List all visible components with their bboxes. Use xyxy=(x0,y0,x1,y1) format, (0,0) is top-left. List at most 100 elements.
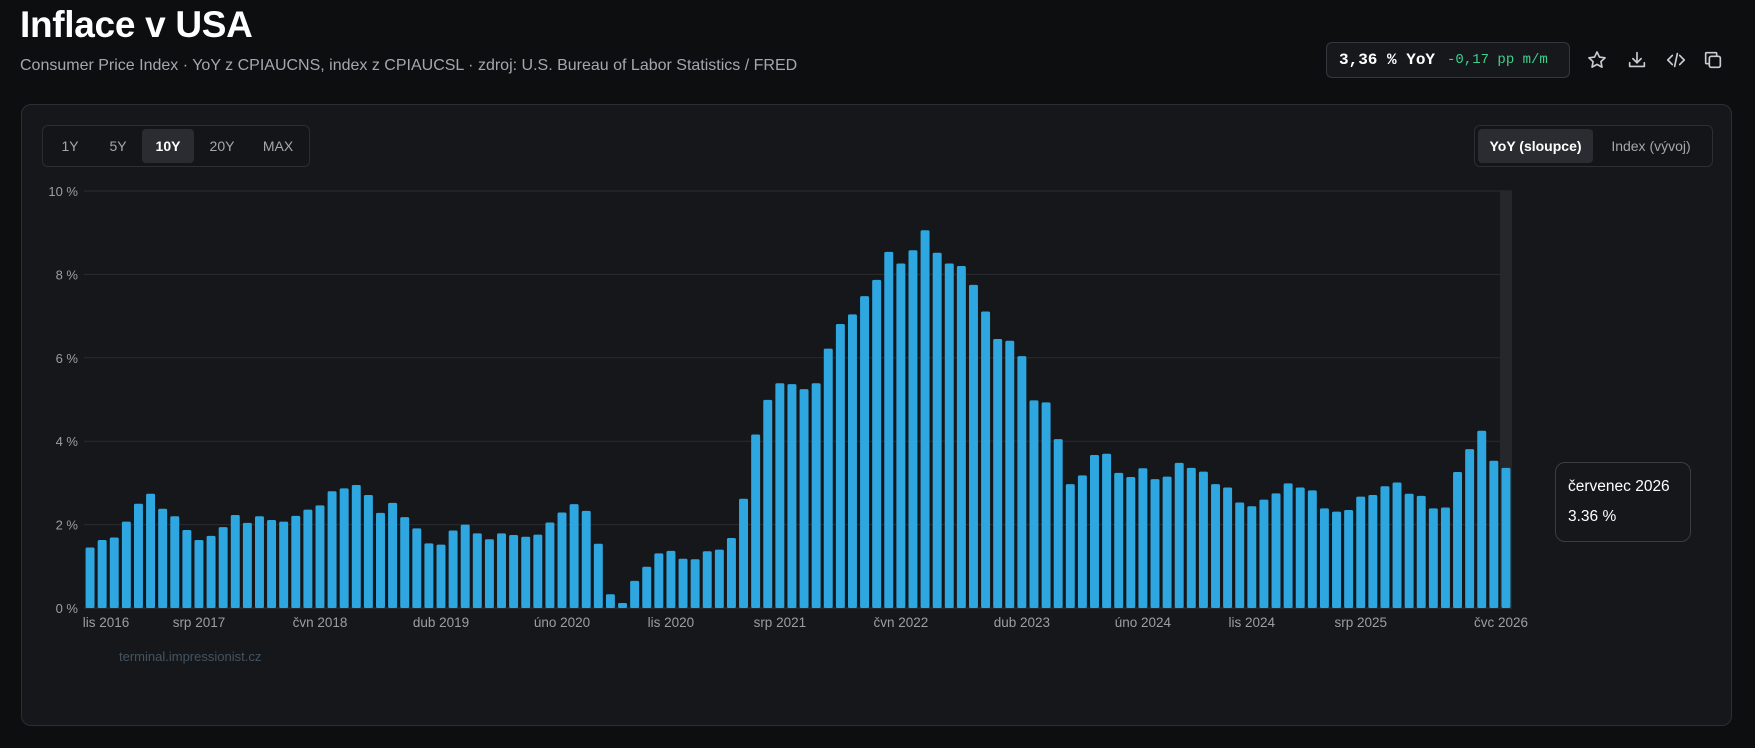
bar[interactable] xyxy=(400,517,410,608)
bar[interactable] xyxy=(424,543,434,608)
bar[interactable] xyxy=(763,399,773,608)
bar[interactable] xyxy=(666,550,676,608)
bar[interactable] xyxy=(1344,510,1354,608)
bar[interactable] xyxy=(1440,507,1450,608)
mode-index-button[interactable]: Index (vývoj) xyxy=(1611,138,1691,154)
bar[interactable] xyxy=(714,549,724,608)
range-20y-button[interactable]: 20Y xyxy=(209,138,235,154)
bar[interactable] xyxy=(1295,487,1305,608)
bar[interactable] xyxy=(1332,511,1342,608)
bar[interactable] xyxy=(1198,471,1208,608)
bar[interactable] xyxy=(1356,496,1366,608)
bar[interactable] xyxy=(956,266,966,608)
bar[interactable] xyxy=(1380,486,1390,608)
bar[interactable] xyxy=(85,547,95,608)
bar[interactable] xyxy=(97,540,107,608)
bar[interactable] xyxy=(1102,453,1112,608)
bar[interactable] xyxy=(872,279,882,608)
star-icon[interactable] xyxy=(1583,46,1611,74)
bar[interactable] xyxy=(484,539,494,608)
bar[interactable] xyxy=(254,516,264,608)
bar[interactable] xyxy=(146,493,156,608)
bar[interactable] xyxy=(847,314,857,608)
bar[interactable] xyxy=(1174,462,1184,608)
bar[interactable] xyxy=(932,252,942,608)
bar[interactable] xyxy=(230,515,240,608)
bar[interactable] xyxy=(1368,494,1378,608)
bar[interactable] xyxy=(1138,468,1148,608)
bar[interactable] xyxy=(811,383,821,608)
bar[interactable] xyxy=(702,551,712,608)
bar[interactable] xyxy=(509,535,519,608)
bar[interactable] xyxy=(448,530,458,608)
bar[interactable] xyxy=(1283,483,1293,608)
bar[interactable] xyxy=(678,558,688,608)
bar[interactable] xyxy=(618,602,628,608)
bar[interactable] xyxy=(605,594,615,608)
bar[interactable] xyxy=(1017,356,1027,608)
bar[interactable] xyxy=(303,509,313,608)
bar[interactable] xyxy=(267,520,277,608)
bar[interactable] xyxy=(436,544,446,608)
bar[interactable] xyxy=(242,522,252,608)
range-1y-button[interactable]: 1Y xyxy=(61,138,79,154)
bar[interactable] xyxy=(726,537,736,608)
bar[interactable] xyxy=(1053,439,1063,608)
bar[interactable] xyxy=(1489,460,1499,608)
bar[interactable] xyxy=(472,533,482,608)
range-10y-button[interactable]: 10Y xyxy=(142,129,194,163)
bar[interactable] xyxy=(182,530,192,608)
bar[interactable] xyxy=(775,383,785,608)
bar[interactable] xyxy=(460,524,470,608)
bar[interactable] xyxy=(581,510,591,608)
bar[interactable] xyxy=(920,230,930,608)
mode-yoy-button[interactable]: YoY (sloupce) xyxy=(1478,129,1593,163)
bar[interactable] xyxy=(630,580,640,608)
bar[interactable] xyxy=(569,504,579,608)
bar[interactable] xyxy=(133,503,143,608)
bar[interactable] xyxy=(533,534,543,608)
bar[interactable] xyxy=(1465,449,1475,608)
bar[interactable] xyxy=(376,512,385,608)
bar[interactable] xyxy=(363,494,373,608)
bar[interactable] xyxy=(1307,490,1317,608)
bar[interactable] xyxy=(1041,402,1051,608)
bar[interactable] xyxy=(412,528,422,608)
bar[interactable] xyxy=(1404,493,1414,608)
bar[interactable] xyxy=(739,498,749,608)
bar[interactable] xyxy=(1247,506,1257,608)
download-icon[interactable] xyxy=(1623,46,1651,74)
bar[interactable] xyxy=(1211,484,1220,608)
bar[interactable] xyxy=(1453,472,1463,608)
bar[interactable] xyxy=(1428,508,1438,608)
bar[interactable] xyxy=(557,512,567,608)
bar[interactable] xyxy=(1114,472,1124,608)
bar[interactable] xyxy=(497,533,506,608)
bar[interactable] xyxy=(690,559,700,608)
bar[interactable] xyxy=(884,251,894,608)
bar[interactable] xyxy=(158,508,168,608)
bar[interactable] xyxy=(109,537,119,608)
bar[interactable] xyxy=(908,250,918,609)
bar[interactable] xyxy=(1392,482,1402,608)
bar[interactable] xyxy=(1029,400,1039,608)
bar[interactable] xyxy=(751,434,761,608)
bar[interactable] xyxy=(799,389,809,608)
bar[interactable] xyxy=(1005,340,1015,608)
bar[interactable] xyxy=(1501,467,1511,608)
bar[interactable] xyxy=(1090,454,1099,608)
bar[interactable] xyxy=(327,491,337,608)
range-max-button[interactable]: MAX xyxy=(262,138,294,154)
bar[interactable] xyxy=(1065,484,1075,608)
bar[interactable] xyxy=(121,521,131,608)
bar[interactable] xyxy=(1077,475,1087,608)
bar[interactable] xyxy=(339,488,349,608)
bar[interactable] xyxy=(1416,495,1426,608)
copy-icon[interactable] xyxy=(1699,46,1727,74)
bar[interactable] xyxy=(896,263,906,608)
yoy-bar-chart[interactable]: 0 % 2 % 4 % 6 % 8 % 10 % lis 2016 srp 2017 čvn … xyxy=(22,105,1731,725)
bar[interactable] xyxy=(1186,467,1196,608)
bar[interactable] xyxy=(315,505,325,608)
code-icon[interactable] xyxy=(1662,46,1690,74)
bar[interactable] xyxy=(291,515,301,608)
